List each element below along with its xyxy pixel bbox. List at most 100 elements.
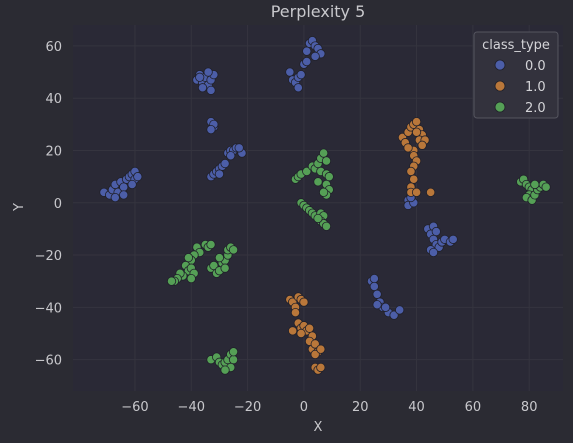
data-point	[411, 187, 422, 197]
x-tick-label: 0	[300, 400, 308, 415]
data-point	[296, 328, 306, 339]
data-point	[285, 67, 295, 77]
data-point	[119, 182, 129, 192]
y-axis-ticks: −60 −40 −20 0 20 40 60	[35, 40, 62, 369]
data-point	[411, 127, 422, 137]
data-point	[310, 339, 320, 349]
x-tick-label: 60	[465, 400, 482, 415]
data-point	[369, 281, 379, 292]
data-point	[372, 300, 382, 310]
data-point	[127, 179, 137, 190]
data-point	[220, 263, 230, 273]
legend-marker	[494, 59, 506, 71]
data-point	[206, 85, 216, 95]
data-point	[119, 190, 129, 200]
data-point	[313, 213, 323, 224]
data-point	[319, 148, 329, 158]
data-point	[302, 46, 312, 56]
x-tick-label: −20	[234, 400, 261, 415]
legend-entries: 0.0 1.0 2.0	[494, 59, 546, 116]
data-point	[302, 166, 312, 176]
x-tick-label: −40	[178, 400, 205, 415]
data-point	[316, 362, 326, 373]
data-point	[310, 51, 320, 61]
data-point	[288, 326, 298, 336]
y-tick-label: −60	[35, 354, 62, 369]
data-points	[99, 36, 551, 375]
data-point	[228, 355, 239, 365]
x-tick-label: 80	[521, 400, 538, 415]
data-point	[206, 124, 216, 135]
y-tick-label: −20	[35, 249, 62, 264]
data-point	[321, 156, 332, 166]
data-point	[409, 174, 419, 184]
data-point	[183, 253, 194, 263]
data-point	[319, 187, 329, 197]
legend-box	[473, 31, 559, 119]
data-point	[203, 67, 213, 77]
y-tick-label: 60	[45, 40, 62, 55]
legend-marker	[494, 80, 506, 92]
data-point	[304, 323, 315, 333]
data-point	[380, 302, 391, 312]
data-point	[324, 172, 334, 182]
data-point	[406, 166, 416, 176]
data-point	[214, 253, 225, 263]
data-point	[234, 143, 244, 153]
y-tick-label: 0	[54, 197, 62, 212]
data-point	[530, 179, 540, 190]
data-point	[321, 221, 332, 231]
legend-label: 0.0	[525, 59, 546, 74]
legend-title: class_type	[482, 38, 550, 53]
data-point	[302, 56, 312, 67]
data-point	[369, 273, 379, 284]
data-point	[290, 307, 301, 318]
data-point	[426, 187, 436, 197]
data-point	[316, 344, 326, 354]
data-point	[448, 234, 458, 244]
data-point	[226, 151, 236, 161]
data-point	[541, 182, 551, 192]
data-point	[220, 158, 230, 169]
data-point	[395, 305, 405, 315]
data-point	[313, 177, 323, 187]
data-point	[206, 240, 216, 250]
legend: class_type 0.0 1.0 2.0	[473, 31, 559, 119]
x-tick-label: 20	[352, 400, 369, 415]
data-point	[195, 72, 205, 82]
data-point	[299, 297, 309, 307]
y-tick-label: −40	[35, 301, 62, 316]
data-point	[389, 310, 399, 320]
data-point	[220, 365, 230, 375]
data-point	[431, 226, 441, 237]
x-tick-label: −60	[121, 400, 148, 415]
data-point	[214, 169, 225, 179]
data-point	[403, 143, 413, 153]
data-point	[372, 289, 382, 299]
data-point	[428, 247, 439, 258]
data-point	[209, 260, 219, 271]
data-point	[417, 140, 427, 150]
data-point	[411, 117, 422, 127]
data-point	[197, 83, 208, 93]
data-point	[310, 349, 320, 359]
x-axis-title: X	[314, 420, 323, 435]
data-point	[228, 245, 239, 255]
legend-marker	[494, 101, 506, 113]
x-tick-label: 40	[408, 400, 425, 415]
data-point	[186, 273, 196, 284]
data-point	[296, 70, 306, 80]
y-tick-label: 40	[45, 92, 62, 107]
data-point	[133, 172, 143, 182]
legend-label: 1.0	[525, 80, 546, 95]
data-point	[228, 347, 239, 357]
y-axis-title: Y	[12, 203, 27, 212]
data-point	[110, 192, 120, 203]
y-tick-label: 20	[45, 144, 62, 159]
grid	[73, 25, 563, 391]
chart-title: Perplexity 5	[271, 2, 366, 21]
legend-label: 2.0	[525, 101, 546, 116]
data-point	[293, 83, 303, 93]
x-axis-ticks: −60 −40 −20 0 20 40 60 80	[121, 400, 537, 415]
